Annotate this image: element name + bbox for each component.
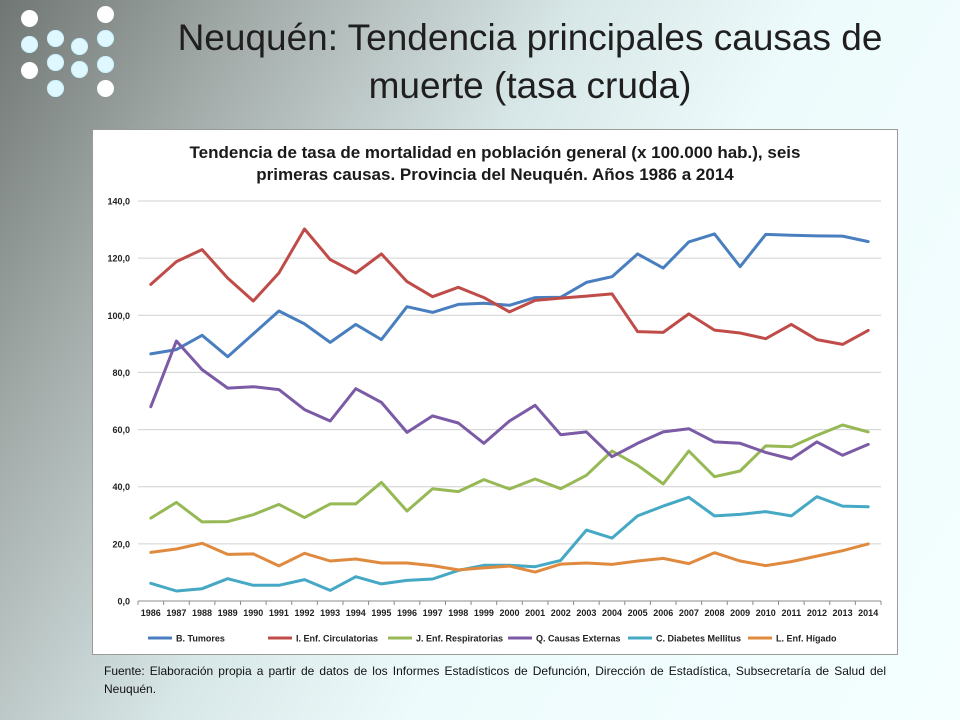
legend-label: B. Tumores <box>176 634 225 644</box>
x-tick-label: 1990 <box>243 608 263 618</box>
x-tick-label: 2000 <box>499 608 519 618</box>
x-tick-label: 2006 <box>653 608 673 618</box>
legend-label: C. Diabetes Mellitus <box>656 634 741 644</box>
x-tick-label: 1999 <box>474 608 494 618</box>
x-tick-label: 2008 <box>704 608 724 618</box>
x-tick-label: 1998 <box>448 608 468 618</box>
y-tick-label: 80,0 <box>112 368 130 378</box>
line-chart: 0,0 20,0 40,0 60,0 80,0 100,0 120,0 140,0 1986 19… <box>107 197 882 644</box>
series-line <box>149 339 870 461</box>
decorative-dot <box>21 36 38 53</box>
decorative-dot <box>71 61 88 78</box>
x-tick-label: 2004 <box>602 608 622 618</box>
decorative-dot <box>47 54 64 71</box>
x-tick-label: 1994 <box>346 608 366 618</box>
x-tick-label: 2001 <box>525 608 545 618</box>
legend-label: L. Enf. Hígado <box>776 634 837 644</box>
y-tick-label: 20,0 <box>112 539 130 549</box>
x-tick-label: 1986 <box>141 608 161 618</box>
x-tick-label: 1988 <box>192 608 212 618</box>
x-tick-label: 2010 <box>756 608 776 618</box>
x-tick-label: 1992 <box>295 608 315 618</box>
series-line <box>149 227 870 346</box>
decorative-dot <box>97 80 114 97</box>
y-tick-label: 60,0 <box>112 425 130 435</box>
x-tick-label: 1993 <box>320 608 340 618</box>
series-line <box>149 541 870 574</box>
slide-title: Neuquén: Tendencia principales causas de… <box>150 14 910 110</box>
x-tick-label: 1997 <box>423 608 443 618</box>
x-tick-label: 1987 <box>166 608 186 618</box>
decorative-dot <box>97 6 114 23</box>
legend-label: Q. Causas Externas <box>536 634 621 644</box>
legend-label: I. Enf. Circulatorias <box>296 634 378 644</box>
y-tick-label: 100,0 <box>107 311 130 321</box>
x-tick-label: 1991 <box>269 608 289 618</box>
source-footnote: Fuente: Elaboración propia a partir de d… <box>104 664 886 696</box>
x-tick-label: 1989 <box>218 608 238 618</box>
legend-label: J. Enf. Respiratorias <box>416 634 503 644</box>
decorative-dot <box>21 10 38 27</box>
x-tick-label: 2014 <box>858 608 878 618</box>
y-tick-label: 40,0 <box>112 482 130 492</box>
decorative-dot <box>21 62 38 79</box>
x-tick-label: 2005 <box>628 608 648 618</box>
chart-title-line2: primeras causas. Provincia del Neuquén. … <box>256 165 734 184</box>
y-tick-label: 140,0 <box>107 197 130 207</box>
chart-container: Tendencia de tasa de mortalidad en pobla… <box>92 129 898 655</box>
chart-title: Tendencia de tasa de mortalidad en pobla… <box>93 142 897 186</box>
x-tick-label: 2002 <box>551 608 571 618</box>
series-line <box>149 423 870 524</box>
decorative-dot <box>47 30 64 47</box>
decorative-dot <box>97 56 114 73</box>
x-tick-label: 2013 <box>833 608 853 618</box>
y-tick-label: 120,0 <box>107 254 130 264</box>
x-tick-label: 2009 <box>730 608 750 618</box>
decorative-dot <box>47 80 64 97</box>
slide-title-line1: Neuquén: Tendencia principales causas de <box>177 17 883 58</box>
x-tick-label: 1996 <box>397 608 417 618</box>
x-tick-label: 1995 <box>371 608 391 618</box>
decorative-dot <box>97 30 114 47</box>
x-tick-label: 2003 <box>576 608 596 618</box>
slide-title-line2: muerte (tasa cruda) <box>368 65 692 106</box>
series-line <box>149 232 870 359</box>
x-tick-label: 2007 <box>679 608 699 618</box>
x-tick-label: 2012 <box>807 608 827 618</box>
chart-title-line1: Tendencia de tasa de mortalidad en pobla… <box>189 143 801 162</box>
decorative-dot <box>71 38 88 55</box>
decorative-dots <box>20 6 120 102</box>
y-tick-label: 0,0 <box>117 597 130 607</box>
x-tick-label: 2011 <box>782 608 802 618</box>
